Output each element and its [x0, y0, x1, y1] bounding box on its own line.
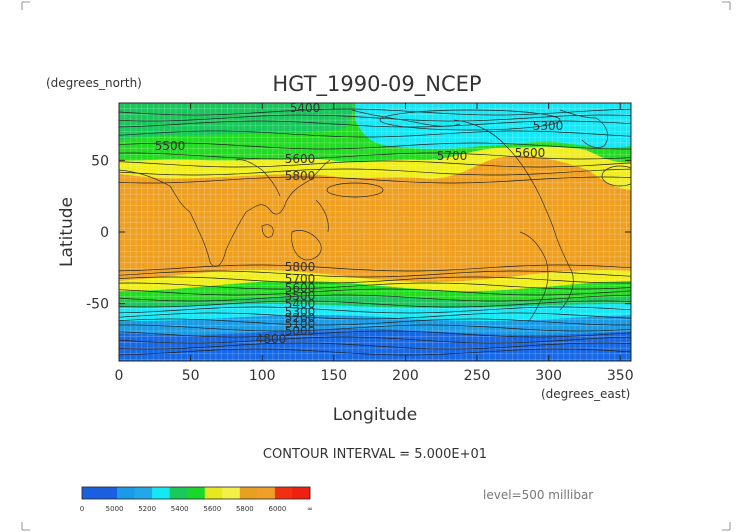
contour-interval-text: CONTOUR INTERVAL = 5.000E+01	[263, 447, 487, 462]
contour-line	[119, 130, 631, 138]
contour-line	[119, 330, 631, 338]
colorbar-swatch	[152, 487, 170, 499]
y-units-label: (degrees_north)	[46, 76, 142, 90]
colorbar-swatch	[257, 487, 276, 499]
contour-label: 5800	[285, 260, 316, 274]
contour-line	[119, 294, 631, 302]
contour-line	[119, 306, 631, 314]
colorbar-tick-label: ∞	[307, 505, 313, 513]
colorbar-swatch	[99, 487, 118, 499]
y-tick-label: -50	[86, 297, 109, 313]
band-cyan-north	[355, 103, 631, 149]
colorbar-tick-label: 5600	[203, 505, 221, 513]
colorbar-swatch	[292, 487, 311, 499]
contour-line	[119, 264, 631, 272]
contour-line	[119, 152, 631, 160]
contour-label: 5700	[437, 149, 468, 163]
colorbar-tick-label: 5000	[106, 505, 124, 513]
contour-line	[119, 276, 631, 284]
contour-line	[119, 312, 631, 320]
y-axis-label: Latitude	[57, 197, 77, 267]
x-tick-label: 100	[249, 368, 276, 384]
contour-lines	[119, 108, 631, 356]
contour-label: 5600	[285, 152, 316, 166]
colorbar-swatch	[117, 487, 135, 499]
x-tick-label: 50	[182, 368, 200, 384]
contour-label: 5400	[290, 101, 321, 115]
x-tick-label: 0	[115, 368, 124, 384]
contour-label: 5400	[285, 297, 316, 311]
contour-label: 5700	[285, 272, 316, 286]
y-tick-label: 0	[100, 225, 109, 241]
contour-line	[119, 114, 631, 122]
contour-label: 5100	[285, 317, 316, 331]
chart-title: HGT_1990-09_NCEP	[272, 72, 481, 97]
x-units-label: (degrees_east)	[541, 387, 630, 401]
contour-label: 5300	[533, 119, 564, 133]
contour-line	[119, 348, 631, 356]
level-text: level=500 millibar	[483, 488, 593, 502]
colorbar-tick-label: 5400	[171, 505, 189, 513]
crop-marks	[21, 1, 731, 531]
colorbar-tick-label: 5200	[138, 505, 156, 513]
x-axis-label: Longitude	[333, 405, 418, 425]
contour-label: 5600	[515, 146, 546, 160]
colorbar-swatch	[169, 487, 188, 499]
x-tick-label: 300	[535, 368, 562, 384]
contour-line	[119, 336, 631, 344]
colorbar: 0 5000 5200 5400 5600 5800 6000 ∞	[80, 486, 313, 513]
contour-line	[119, 318, 631, 326]
colorbar-swatch	[204, 487, 223, 499]
coastlines	[119, 109, 608, 323]
contour-label: 5600	[285, 281, 316, 295]
contour-closed	[379, 109, 561, 131]
contour-label: 5200	[285, 311, 316, 325]
x-tick-label: 350	[607, 368, 634, 384]
x-tick-label: 200	[392, 368, 419, 384]
contour-line	[119, 288, 631, 296]
contour-label: 5500	[285, 289, 316, 303]
contour-label: 5300	[285, 305, 316, 319]
x-tick-label: 150	[320, 368, 347, 384]
colorbar-tick-label: 6000	[269, 505, 287, 513]
contour-label: 5000	[285, 324, 316, 338]
contour-line	[119, 176, 631, 184]
contour-line	[119, 342, 631, 350]
contour-line	[119, 120, 631, 128]
contour-line	[119, 142, 631, 150]
colorbar-swatch	[222, 487, 241, 499]
contour-line	[119, 324, 631, 332]
x-tick-label: 250	[464, 368, 491, 384]
contour-closed	[326, 182, 384, 198]
axis-ticks: 0 50 100 150 200 250 300 350 50 0 -50	[86, 103, 634, 384]
contour-label: 5500	[155, 139, 186, 153]
y-tick-label: 50	[91, 153, 109, 169]
contour-line	[119, 160, 631, 168]
colorbar-swatch	[239, 487, 258, 499]
contour-line	[119, 168, 631, 176]
grid-lines	[119, 103, 631, 361]
contour-line	[119, 282, 631, 290]
plot-area	[119, 103, 631, 361]
colorbar-swatch	[187, 487, 206, 499]
contour-label: 4800	[256, 332, 287, 346]
colorbar-tick-label: 5800	[236, 505, 254, 513]
contour-closed	[601, 165, 631, 187]
contour-label: 5800	[285, 169, 316, 183]
colorbar-frame	[81, 486, 311, 500]
colorbar-swatch	[274, 487, 293, 499]
contour-line	[119, 270, 631, 278]
contour-line	[119, 300, 631, 308]
colorbar-swatch	[134, 487, 153, 499]
colorbar-swatch	[82, 487, 100, 499]
colorbar-tick-label: 0	[80, 505, 84, 513]
contour-line	[119, 108, 631, 116]
